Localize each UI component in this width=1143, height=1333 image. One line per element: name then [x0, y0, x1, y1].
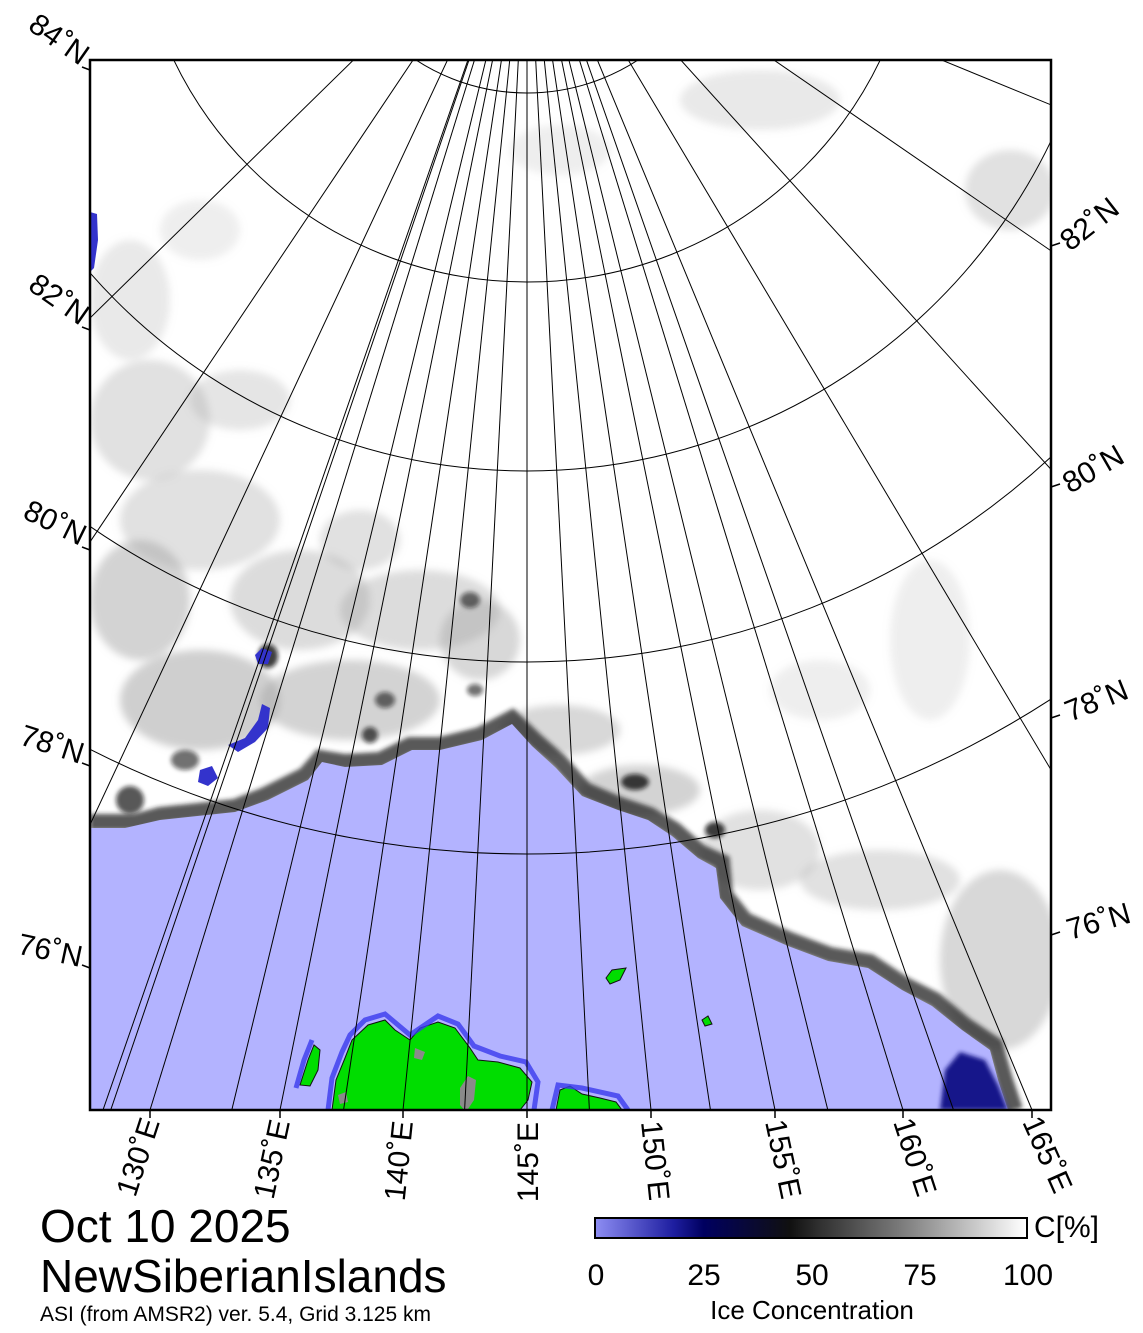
lon-label-150: 150˚E	[634, 1119, 675, 1200]
lat-label-80-right: 80˚N	[1057, 439, 1130, 500]
product-info: ASI (from AMSR2) ver. 5.4, Grid 3.125 km	[40, 1303, 431, 1326]
thin-ice-pockets	[90, 212, 272, 786]
jeannette-island	[701, 1015, 713, 1027]
lat-label-82-right: 82˚N	[1054, 191, 1126, 257]
colorbar-tick-0: 0	[587, 1259, 605, 1292]
coastal-low-concentration	[940, 1052, 1008, 1110]
map-date: Oct 10 2025	[40, 1200, 291, 1252]
lat-label-80-left: 80˚N	[18, 494, 91, 552]
kotelny-island	[331, 1019, 533, 1110]
lon-label-160: 160˚E	[886, 1114, 942, 1200]
colorbar-unit: C[%]	[1034, 1211, 1100, 1244]
graticule	[90, 60, 1051, 1110]
lat-label-76-right: 76˚N	[1063, 897, 1135, 947]
colorbar	[594, 1217, 1028, 1239]
lon-label-145: 145˚E	[512, 1122, 545, 1200]
lon-label-140: 140˚E	[379, 1119, 420, 1200]
ice-texture	[90, 70, 1051, 1050]
region-name: NewSiberianIslands	[40, 1250, 447, 1302]
lat-label-76-left: 76˚N	[15, 928, 85, 974]
frame-ticks	[81, 66, 1061, 1118]
lon-label-155: 155˚E	[758, 1117, 807, 1200]
lat-label-84-left: 84˚N	[23, 7, 95, 71]
lat-label-78-left: 78˚N	[16, 719, 88, 770]
lon-label-135: 135˚E	[248, 1117, 297, 1200]
small-island-west	[299, 1044, 321, 1087]
colorbar-tick-25: 25	[687, 1259, 721, 1292]
bennett-island	[605, 967, 627, 985]
open-water	[90, 724, 1008, 1110]
lon-label-130: 130˚E	[111, 1114, 167, 1200]
lat-label-78-right: 78˚N	[1060, 674, 1133, 729]
lon-label-165: 165˚E	[1016, 1111, 1079, 1198]
colorbar-tick-75: 75	[903, 1259, 937, 1292]
coastal-fringe	[293, 1011, 631, 1110]
sea-ice-map: 84˚N 82˚N 80˚N 78˚N 76˚N 82˚N 80˚N 78˚N …	[15, 7, 1135, 1200]
colorbar-title: Ice Concentration	[710, 1295, 914, 1325]
map-frame	[88, 58, 1053, 1112]
colorbar-tick-100: 100	[1002, 1259, 1054, 1292]
ice-edge-band	[90, 708, 1023, 1110]
colorbar-tick-50: 50	[795, 1259, 829, 1292]
lat-label-82-left: 82˚N	[23, 267, 95, 331]
